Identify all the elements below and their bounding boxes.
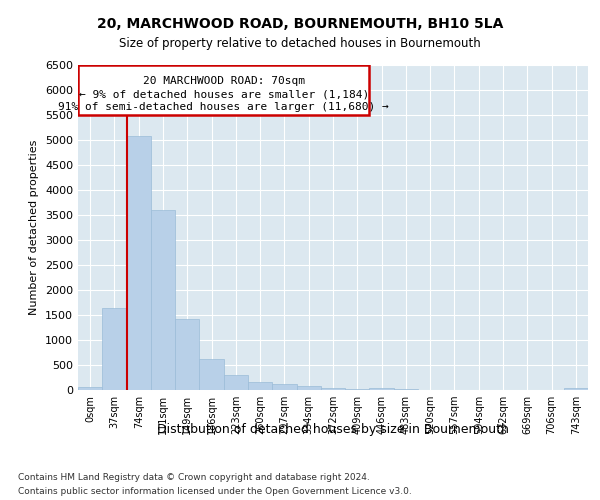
Text: 20 MARCHWOOD ROAD: 70sqm: 20 MARCHWOOD ROAD: 70sqm: [143, 76, 305, 86]
Bar: [345, 388, 370, 390]
Text: Size of property relative to detached houses in Bournemouth: Size of property relative to detached ho…: [119, 38, 481, 51]
Text: 20, MARCHWOOD ROAD, BOURNEMOUTH, BH10 5LA: 20, MARCHWOOD ROAD, BOURNEMOUTH, BH10 5L…: [97, 18, 503, 32]
Bar: [224, 375, 248, 390]
Text: 91% of semi-detached houses are larger (11,680) →: 91% of semi-detached houses are larger (…: [58, 102, 389, 112]
Bar: [564, 388, 588, 390]
Text: Contains HM Land Registry data © Crown copyright and database right 2024.: Contains HM Land Registry data © Crown c…: [18, 472, 370, 482]
Bar: [199, 359, 224, 390]
Bar: [296, 386, 321, 390]
Bar: [151, 210, 175, 390]
Bar: [127, 136, 151, 390]
Bar: [321, 388, 345, 390]
Text: ← 9% of detached houses are smaller (1,184): ← 9% of detached houses are smaller (1,1…: [79, 90, 369, 100]
Y-axis label: Number of detached properties: Number of detached properties: [29, 140, 40, 315]
FancyBboxPatch shape: [78, 65, 370, 115]
Bar: [102, 308, 127, 390]
Bar: [272, 384, 296, 390]
Bar: [248, 382, 272, 390]
Text: Distribution of detached houses by size in Bournemouth: Distribution of detached houses by size …: [157, 422, 509, 436]
Bar: [175, 319, 199, 390]
Bar: [78, 387, 102, 390]
Text: Contains public sector information licensed under the Open Government Licence v3: Contains public sector information licen…: [18, 488, 412, 496]
Bar: [370, 388, 394, 390]
